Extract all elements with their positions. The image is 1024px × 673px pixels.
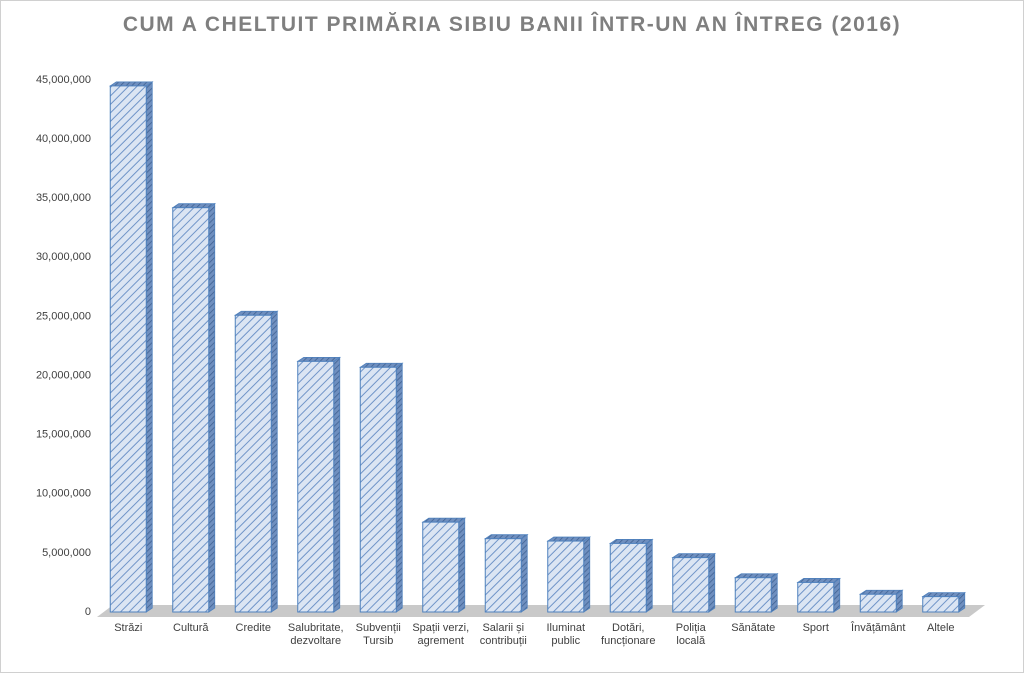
x-tick-label: Credite <box>235 622 271 634</box>
bar-top <box>233 310 279 316</box>
bar <box>672 557 710 613</box>
x-tick-label: Sănătate <box>731 622 776 634</box>
bar-side <box>333 356 341 613</box>
x-tick-label: Sport <box>802 622 829 634</box>
bar-top <box>858 589 904 595</box>
floor <box>97 605 985 617</box>
y-tick-label: 45,000,000 <box>36 74 91 86</box>
y-tick-label: 10,000,000 <box>36 488 91 500</box>
bar <box>922 596 960 613</box>
chart-title: CUM A CHELTUIT PRIMĂRIA SIBIU BANII ÎNTR… <box>122 13 902 36</box>
y-tick-label: 35,000,000 <box>36 192 91 204</box>
bar-side <box>645 538 653 613</box>
bar <box>859 593 897 613</box>
x-tick-label: Învățământ <box>851 622 906 634</box>
bar <box>359 366 397 613</box>
bar-top <box>921 592 967 598</box>
y-tick-label: 15,000,000 <box>36 429 91 441</box>
bar <box>297 360 335 613</box>
bar-side <box>708 552 716 613</box>
x-tick-label: Salubritate, dezvoltare <box>287 622 344 647</box>
bar-side <box>583 536 591 613</box>
bar-top <box>171 203 217 209</box>
bar-side <box>833 577 841 613</box>
bar-side <box>520 533 528 613</box>
y-tick-label: 25,000,000 <box>36 310 91 322</box>
x-tick-label: Altele <box>926 622 955 634</box>
bar-top <box>796 578 842 583</box>
bar-side <box>208 202 216 613</box>
x-tick-label: Străzi <box>114 622 143 634</box>
bar-top <box>296 356 342 362</box>
x-tick-label: Iluminat public <box>546 622 586 647</box>
bar-top <box>358 362 404 368</box>
x-tick-label: Dotări, funcționare <box>601 622 656 647</box>
bar-side <box>458 517 466 613</box>
bar-top <box>733 573 779 579</box>
bar-side <box>270 310 278 613</box>
bar <box>734 577 772 613</box>
bar-side <box>770 572 778 613</box>
x-tick-label: Salarii și contribuții <box>479 622 527 647</box>
bar <box>234 314 272 613</box>
x-tick-label: Poliția locală <box>675 622 706 647</box>
x-tick-label: Spații verzi, agrement <box>412 622 470 647</box>
bar-side <box>145 81 153 613</box>
bar <box>422 521 460 613</box>
bar-top <box>671 553 717 559</box>
bar-top <box>483 534 529 540</box>
bar <box>547 540 585 613</box>
y-tick-label: 0 <box>85 606 91 618</box>
x-tick-label: Cultură <box>173 622 209 634</box>
bar <box>172 207 210 613</box>
bar <box>484 538 522 613</box>
bar <box>609 542 647 613</box>
bar <box>109 85 147 613</box>
bar <box>797 581 835 613</box>
bar-side <box>395 362 403 613</box>
bar-top <box>546 536 592 542</box>
bar-top <box>108 81 154 87</box>
y-tick-label: 40,000,000 <box>36 133 91 145</box>
bar-top <box>608 539 654 544</box>
y-tick-label: 5,000,000 <box>42 547 91 559</box>
bar-top <box>421 517 467 523</box>
x-tick-label: Subvenții Tursib <box>355 622 401 647</box>
y-tick-label: 20,000,000 <box>36 369 91 381</box>
y-tick-label: 30,000,000 <box>36 251 91 263</box>
